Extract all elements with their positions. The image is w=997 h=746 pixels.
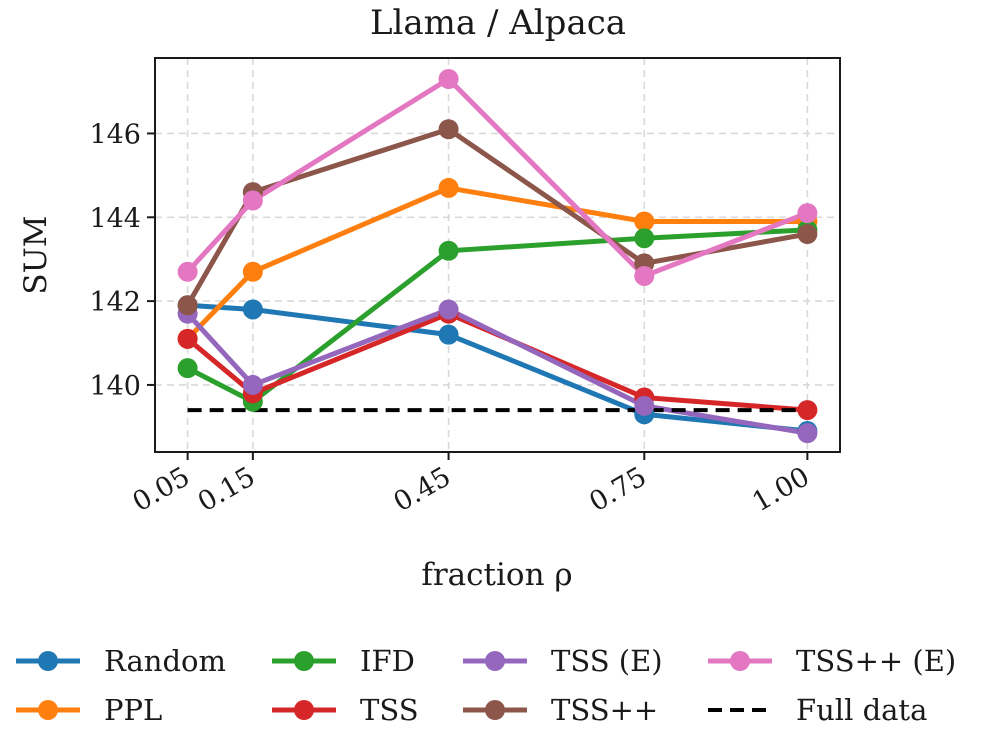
point-ifd <box>634 228 655 249</box>
legend-item-ifd: IFD <box>272 644 415 678</box>
x-tick-label: 0.15 <box>193 461 261 518</box>
series-line-tss <box>186 311 808 413</box>
legend-marker <box>38 651 58 671</box>
legend-label: TSS++ <box>551 693 658 727</box>
y-tick-label: 144 <box>89 203 141 234</box>
point-tss-e <box>634 265 655 286</box>
point-ppl <box>634 211 655 232</box>
x-tick-label: 0.05 <box>128 461 196 518</box>
point-tss-e <box>797 203 818 224</box>
series-line-tss-e <box>185 306 808 436</box>
point-tss-e <box>797 423 818 444</box>
legend-marker <box>485 651 505 671</box>
point-tss <box>797 400 818 421</box>
legend-marker <box>485 700 505 720</box>
series-markers <box>177 68 818 444</box>
point-ifd <box>177 358 198 379</box>
point-random <box>242 299 263 320</box>
point-tss <box>438 119 459 140</box>
legend-label: IFD <box>360 644 415 678</box>
legend-item-random: Random <box>16 644 226 678</box>
legend-item-ppl: PPL <box>16 693 162 727</box>
y-axis-label: SUM <box>18 215 54 294</box>
point-random <box>438 324 459 345</box>
legend-item-tss-e: TSS++ (E) <box>708 644 956 678</box>
x-axis-label: fraction ρ <box>421 557 572 593</box>
legend-marker <box>294 651 314 671</box>
plot-frame <box>154 57 841 453</box>
series-lines <box>185 76 809 436</box>
series-line-ppl <box>185 185 808 341</box>
legend-marker <box>294 700 314 720</box>
point-tss-e <box>177 261 198 282</box>
legend-label: TSS (E) <box>551 644 663 678</box>
point-ppl <box>242 261 263 282</box>
point-tss <box>797 224 818 245</box>
point-tss-e <box>634 395 655 416</box>
point-ifd <box>438 240 459 261</box>
legend-label: TSS <box>360 693 419 727</box>
y-tick-label: 142 <box>89 287 141 318</box>
x-tick-label: 0.45 <box>389 461 457 518</box>
legend-item-full-data: Full data <box>708 693 927 727</box>
legend-marker <box>730 651 750 671</box>
legend-item-tss: TSS++ <box>463 693 658 727</box>
x-tick-label: 0.75 <box>584 461 652 518</box>
legend-label: Random <box>104 644 226 678</box>
legend-label: PPL <box>104 693 162 727</box>
point-tss-e <box>438 299 459 320</box>
y-tick-label: 140 <box>89 371 141 402</box>
chart-title: Llama / Alpaca <box>370 3 626 43</box>
x-axis-ticks: 0.050.15 0.45 0.75 1.00 <box>128 452 815 518</box>
legend-label: TSS++ (E) <box>796 644 956 678</box>
y-axis-ticks: 140 142 144 146 <box>89 119 155 402</box>
x-tick-label: 1.00 <box>747 461 815 518</box>
y-tick-label: 146 <box>89 119 141 150</box>
point-tss-e <box>438 68 459 89</box>
point-tss <box>177 328 198 349</box>
legend-label: Full data <box>796 693 927 727</box>
legend: Random PPL IFD TSS TSS (E) TSS++ TSS++ (E) Full… <box>16 644 956 727</box>
point-ppl <box>438 177 459 198</box>
point-tss <box>177 295 198 316</box>
point-tss-e <box>242 190 263 211</box>
series-line-random <box>187 302 808 434</box>
point-tss-e <box>242 374 263 395</box>
legend-marker <box>38 700 58 720</box>
legend-item-tss: TSS <box>272 693 419 727</box>
legend-item-tss-e: TSS (E) <box>463 644 663 678</box>
